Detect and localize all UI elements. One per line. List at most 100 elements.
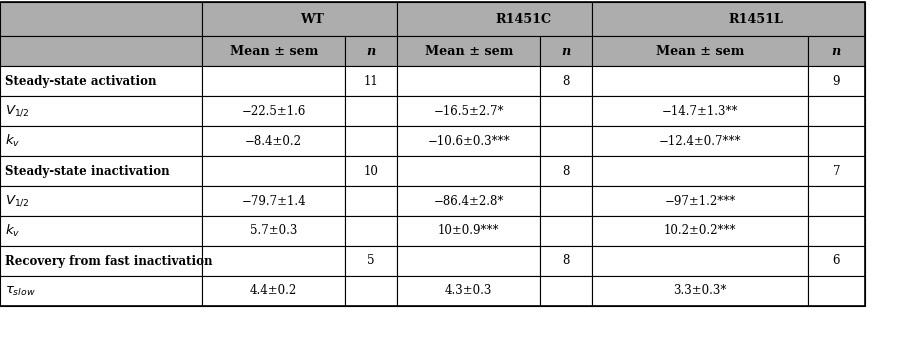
Bar xyxy=(592,2,864,36)
Text: Mean ± sem: Mean ± sem xyxy=(655,44,743,58)
Text: 8: 8 xyxy=(562,164,570,178)
Bar xyxy=(807,246,864,276)
Bar xyxy=(397,156,539,186)
Bar xyxy=(539,126,592,156)
Text: WT: WT xyxy=(300,12,323,25)
Bar xyxy=(397,126,539,156)
Text: $V_{1/2}$: $V_{1/2}$ xyxy=(5,194,29,208)
Bar xyxy=(397,36,539,66)
Bar xyxy=(592,186,807,216)
Text: 5.7±0.3: 5.7±0.3 xyxy=(250,225,297,237)
Bar xyxy=(345,96,397,126)
Bar xyxy=(397,216,539,246)
Bar xyxy=(0,126,202,156)
Bar xyxy=(345,126,397,156)
Bar xyxy=(397,186,539,216)
Text: Steady-state activation: Steady-state activation xyxy=(5,75,156,87)
Text: 8: 8 xyxy=(562,75,570,87)
Bar xyxy=(345,276,397,306)
Bar xyxy=(202,216,345,246)
Text: −86.4±2.8*: −86.4±2.8* xyxy=(433,195,504,208)
Bar xyxy=(0,36,202,66)
Text: 4.4±0.2: 4.4±0.2 xyxy=(250,285,297,297)
Text: 9: 9 xyxy=(832,75,839,87)
Text: $k_v$: $k_v$ xyxy=(5,223,20,239)
Bar xyxy=(807,126,864,156)
Bar xyxy=(592,216,807,246)
Bar xyxy=(807,216,864,246)
Text: 10: 10 xyxy=(363,164,379,178)
Text: −14.7±1.3**: −14.7±1.3** xyxy=(661,104,738,118)
Text: $\tau_{slow}$: $\tau_{slow}$ xyxy=(5,285,36,297)
Bar xyxy=(807,156,864,186)
Text: 5: 5 xyxy=(367,254,375,268)
Bar xyxy=(539,216,592,246)
Text: n: n xyxy=(366,44,376,58)
Bar xyxy=(345,186,397,216)
Bar xyxy=(0,276,202,306)
Bar xyxy=(539,276,592,306)
Bar xyxy=(592,36,807,66)
Bar xyxy=(202,66,345,96)
Text: 10.2±0.2***: 10.2±0.2*** xyxy=(664,225,735,237)
Text: 10±0.9***: 10±0.9*** xyxy=(437,225,499,237)
Text: −16.5±2.7*: −16.5±2.7* xyxy=(433,104,504,118)
Text: 3.3±0.3*: 3.3±0.3* xyxy=(673,285,726,297)
Bar xyxy=(592,96,807,126)
Bar xyxy=(807,276,864,306)
Text: R1451C: R1451C xyxy=(494,12,550,25)
Text: −79.7±1.4: −79.7±1.4 xyxy=(241,195,306,208)
Bar xyxy=(0,186,202,216)
Bar xyxy=(397,276,539,306)
Text: 6: 6 xyxy=(832,254,839,268)
Bar xyxy=(345,156,397,186)
Text: Steady-state inactivation: Steady-state inactivation xyxy=(5,164,169,178)
Bar xyxy=(202,246,345,276)
Bar xyxy=(539,36,592,66)
Bar xyxy=(397,2,592,36)
Text: −22.5±1.6: −22.5±1.6 xyxy=(242,104,305,118)
Text: Mean ± sem: Mean ± sem xyxy=(424,44,513,58)
Text: n: n xyxy=(561,44,571,58)
Bar xyxy=(807,66,864,96)
Bar xyxy=(807,96,864,126)
Text: −97±1.2***: −97±1.2*** xyxy=(664,195,735,208)
Bar xyxy=(539,66,592,96)
Text: −8.4±0.2: −8.4±0.2 xyxy=(245,135,301,147)
Text: −10.6±0.3***: −10.6±0.3*** xyxy=(427,135,509,147)
Bar xyxy=(0,216,202,246)
Text: 7: 7 xyxy=(832,164,839,178)
Bar xyxy=(592,126,807,156)
Bar xyxy=(592,276,807,306)
Bar xyxy=(592,156,807,186)
Bar xyxy=(345,36,397,66)
Bar xyxy=(202,126,345,156)
Bar xyxy=(202,156,345,186)
Bar xyxy=(592,246,807,276)
Bar xyxy=(345,216,397,246)
Text: 4.3±0.3: 4.3±0.3 xyxy=(445,285,492,297)
Text: −12.4±0.7***: −12.4±0.7*** xyxy=(658,135,741,147)
Bar xyxy=(0,246,202,276)
Bar xyxy=(0,66,202,96)
Bar xyxy=(202,2,397,36)
Bar xyxy=(539,96,592,126)
Text: Recovery from fast inactivation: Recovery from fast inactivation xyxy=(5,254,212,268)
Text: $k_v$: $k_v$ xyxy=(5,133,20,149)
Bar xyxy=(397,246,539,276)
Bar xyxy=(0,2,202,36)
Text: Mean ± sem: Mean ± sem xyxy=(229,44,318,58)
Bar xyxy=(202,96,345,126)
Bar xyxy=(0,96,202,126)
Bar xyxy=(397,66,539,96)
Bar xyxy=(0,156,202,186)
Text: 11: 11 xyxy=(363,75,379,87)
Bar xyxy=(202,276,345,306)
Bar xyxy=(807,186,864,216)
Bar xyxy=(202,36,345,66)
Bar xyxy=(539,186,592,216)
Bar xyxy=(397,96,539,126)
Bar xyxy=(539,246,592,276)
Text: R1451L: R1451L xyxy=(728,12,783,25)
Text: 8: 8 xyxy=(562,254,570,268)
